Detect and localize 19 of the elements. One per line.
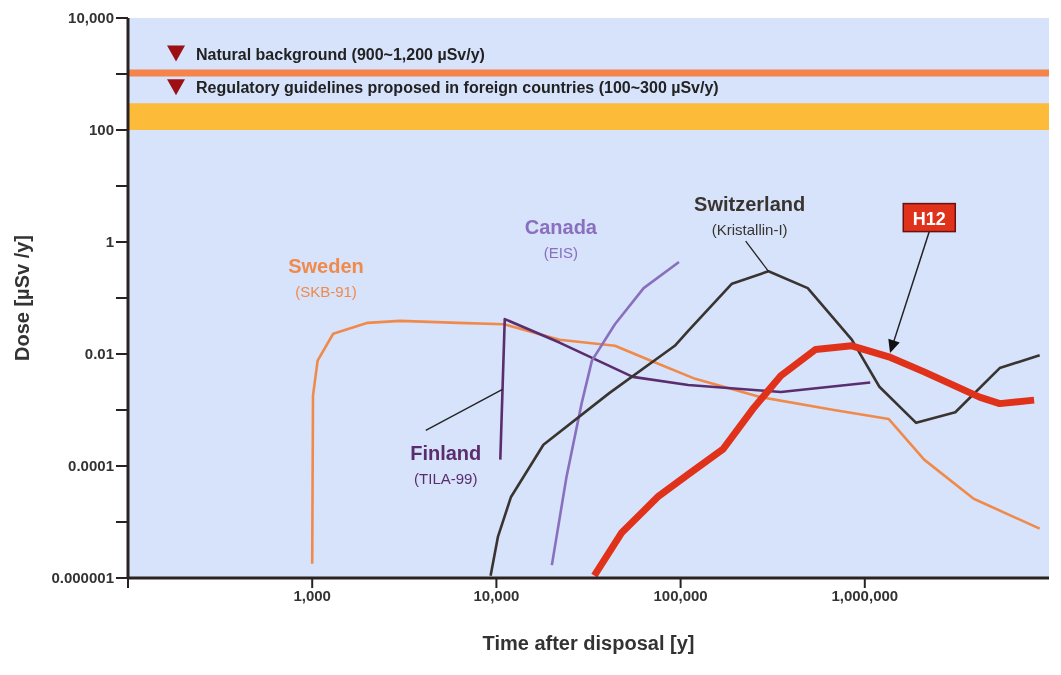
y-tick-label: 10,000 — [68, 9, 114, 27]
y-tick-label: 0.0001 — [68, 457, 114, 475]
y-tick-label: 1 — [105, 233, 114, 251]
x-tick-label: 1,000 — [293, 586, 331, 604]
series-label: Finland (TILA-99) — [410, 442, 482, 488]
x-tick-label: 100,000 — [653, 586, 708, 604]
series-label: Sweden (SKB-91) — [288, 254, 364, 300]
band-label: Regulatory guidelines proposed in foreign countries (100~300 µSv/y) — [196, 79, 719, 97]
text: H12 — [912, 208, 946, 229]
y-axis-title: Dose [µSv /y] — [11, 234, 34, 362]
x-axis-title: Time after disposal [y] — [482, 632, 695, 654]
x-tick-label: 1,000,000 — [831, 586, 899, 604]
y-tick-label: 0.000001 — [51, 569, 114, 587]
y-tick-label: 0.01 — [84, 345, 114, 363]
text: Switzerland (Kristallin-I) — [694, 193, 806, 239]
band-label: Natural background (900~1,200 µSv/y) — [196, 45, 485, 63]
x-tick-label: 10,000 — [473, 586, 520, 604]
text: Canada (EIS) — [524, 215, 598, 261]
y-tick-label: 100 — [88, 121, 114, 139]
